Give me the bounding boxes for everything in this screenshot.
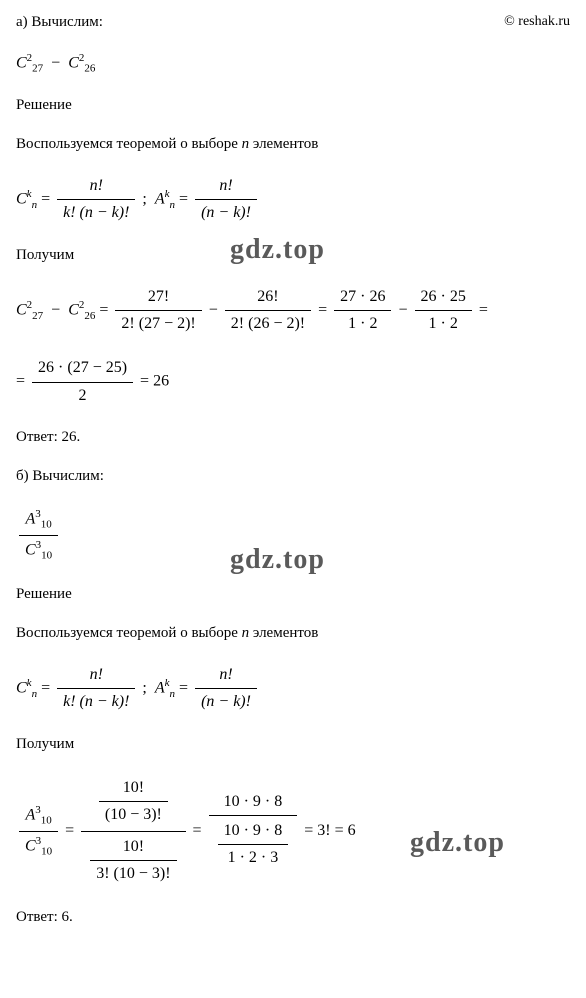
inner-den: 3! (10 − 3)! <box>90 861 176 887</box>
calc-den: 2! (26 − 2)! <box>225 311 311 337</box>
part-b-solution-label: Решение <box>16 584 570 605</box>
part-a-expression: C227 − C226 <box>16 51 570 77</box>
formula-den: (n − k)! <box>195 689 257 715</box>
eq: = <box>16 373 25 390</box>
calc-den: 1 · 2 <box>334 311 391 337</box>
inner-den: (10 − 3)! <box>99 802 168 828</box>
inner-den: 1 · 2 · 3 <box>218 845 289 871</box>
inner-num: 10! <box>90 834 176 861</box>
calc-den: 2 <box>32 383 133 409</box>
eq: = <box>318 301 327 318</box>
inner-num: 10 · 9 · 8 <box>218 818 289 845</box>
part-a-answer: Ответ: 26. <box>16 427 570 448</box>
formula-den: k! (n − k)! <box>57 689 135 715</box>
part-b-poluchim: Получим <box>16 734 570 755</box>
result: = 3! = 6 <box>304 822 355 839</box>
eq: = <box>193 822 202 839</box>
part-b-heading: б) Вычислим: <box>16 466 570 487</box>
eq: = <box>479 301 488 318</box>
watermark-bot: gdz.top <box>410 823 505 862</box>
minus: − <box>209 301 218 318</box>
calc-num: 26! <box>225 284 311 311</box>
formula-num: n! <box>57 173 135 200</box>
calc-num: 26 · (27 − 25) <box>32 355 133 382</box>
part-a-calc-line1: C227 − C226 = 27! 2! (27 − 2)! − 26! 2! … <box>16 284 570 338</box>
formula-num: n! <box>195 173 257 200</box>
result: = 26 <box>140 373 169 390</box>
formula-num: n! <box>195 662 257 689</box>
formula-den: k! (n − k)! <box>57 200 135 226</box>
copyright-label: © reshak.ru <box>504 12 570 32</box>
part-a-solution-label: Решение <box>16 95 570 116</box>
inner-num: 10! <box>99 775 168 802</box>
calc-den: 2! (27 − 2)! <box>115 311 201 337</box>
part-a-theorem: Воспользуемся теоремой о выборе n элемен… <box>16 134 570 155</box>
formula-num: n! <box>57 662 135 689</box>
part-a-heading: а) Вычислим: <box>16 12 570 33</box>
calc-den: 1 · 2 <box>415 311 472 337</box>
part-b-theorem: Воспользуемся теоремой о выборе n элемен… <box>16 623 570 644</box>
calc-num: 26 · 25 <box>415 284 472 311</box>
part-a-calc-line2: = 26 · (27 − 25) 2 = 26 <box>16 355 570 409</box>
part-b-answer: Ответ: 6. <box>16 907 570 928</box>
calc-num: 27! <box>115 284 201 311</box>
watermark-top: gdz.top <box>230 230 325 269</box>
minus: − <box>398 301 407 318</box>
eq: = <box>65 822 74 839</box>
part-b-theorem-formula: Ckn = n! k! (n − k)! ; Akn = n! (n − k)! <box>16 662 570 716</box>
formula-den: (n − k)! <box>195 200 257 226</box>
watermark-mid: gdz.top <box>230 540 325 579</box>
part-a-theorem-formula: Ckn = n! k! (n − k)! ; Akn = n! (n − k)! <box>16 173 570 227</box>
calc-num: 27 · 26 <box>334 284 391 311</box>
calc-num: 10 · 9 · 8 <box>209 789 298 816</box>
